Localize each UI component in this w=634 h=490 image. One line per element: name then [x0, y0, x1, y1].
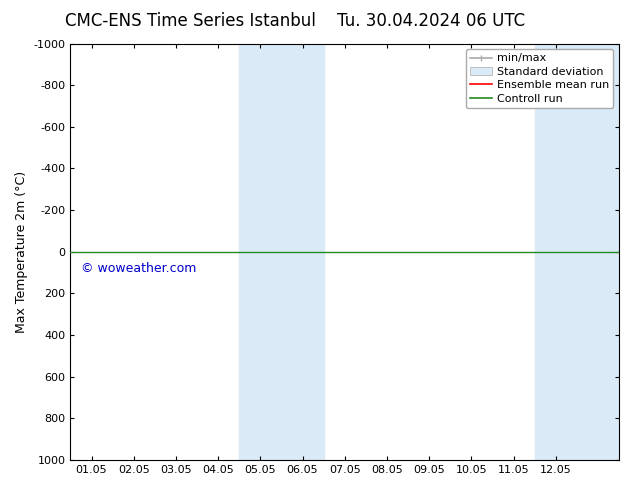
- Y-axis label: Max Temperature 2m (°C): Max Temperature 2m (°C): [15, 171, 28, 333]
- Bar: [534, 44, 619, 460]
- Text: CMC-ENS Time Series Istanbul: CMC-ENS Time Series Istanbul: [65, 12, 316, 30]
- Bar: [239, 44, 323, 460]
- Legend: min/max, Standard deviation, Ensemble mean run, Controll run: min/max, Standard deviation, Ensemble me…: [465, 49, 614, 108]
- Text: Tu. 30.04.2024 06 UTC: Tu. 30.04.2024 06 UTC: [337, 12, 525, 30]
- Text: © woweather.com: © woweather.com: [81, 262, 197, 275]
